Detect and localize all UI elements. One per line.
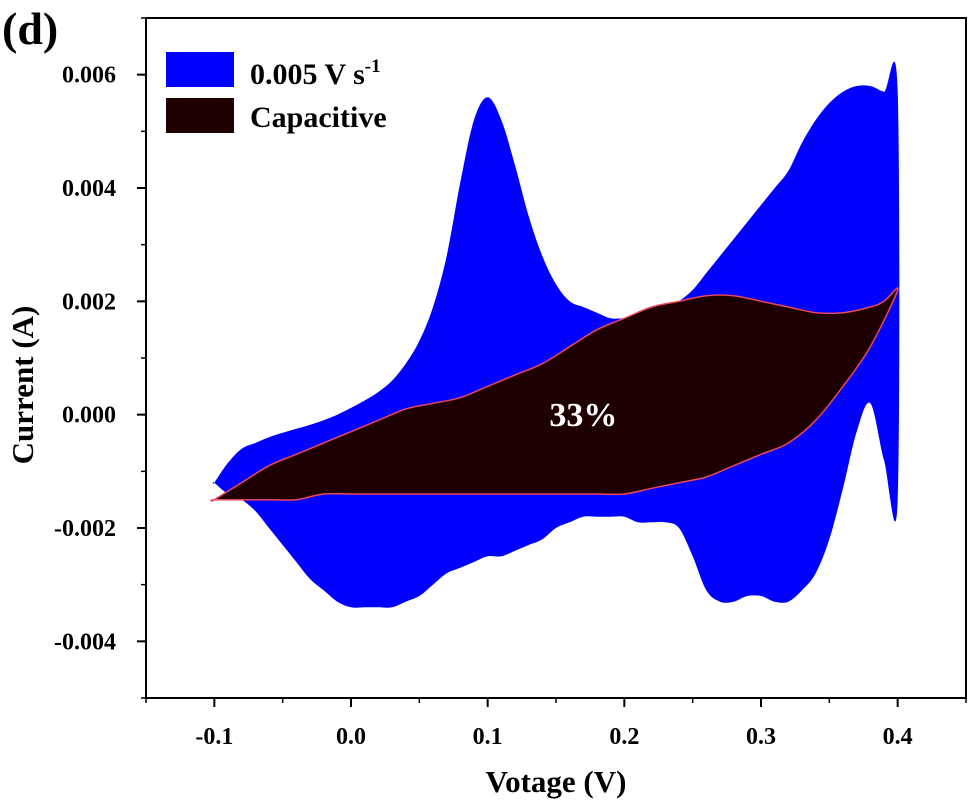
panel-label: (d): [2, 3, 58, 54]
y-axis-title: Current (A): [5, 306, 40, 465]
legend-label-scan: 0.005 V s-1: [250, 56, 381, 91]
legend-label-scan-sup: -1: [365, 56, 381, 77]
capacitive-area: [210, 287, 899, 502]
x-tick-label: 0.2: [609, 724, 639, 750]
y-tick-label: 0.000: [62, 403, 116, 429]
x-tick-label: -0.1: [195, 724, 233, 750]
y-tick-label: 0.002: [62, 289, 116, 315]
legend-label-scan-main: 0.005 V s: [250, 58, 365, 91]
x-tick-label: 0.0: [336, 724, 366, 750]
x-tick-label: 0.4: [883, 724, 913, 750]
legend-label-capacitive: Capacitive: [250, 101, 387, 134]
y-tick-label: 0.004: [62, 176, 116, 202]
legend-swatch-capacitive: [166, 98, 234, 133]
x-axis-title: Votage (V): [486, 764, 627, 799]
series-layer: [210, 61, 900, 608]
y-tick-label: -0.002: [54, 516, 116, 542]
legend: 0.005 V s-1 Capacitive: [166, 52, 387, 134]
legend-swatch-scan: [166, 52, 234, 87]
capacitive-percentage-label: 33%: [549, 397, 617, 434]
y-tick-label: -0.004: [54, 629, 116, 655]
y-tick-label: 0.006: [62, 63, 116, 89]
x-tick-label: 0.3: [746, 724, 776, 750]
x-tick-label: 0.1: [473, 724, 503, 750]
y-axis: -0.004 -0.002 0.000 0.002 0.004 0.006: [54, 17, 146, 699]
x-axis: -0.1 0.0 0.1 0.2 0.3 0.4: [145, 698, 967, 750]
